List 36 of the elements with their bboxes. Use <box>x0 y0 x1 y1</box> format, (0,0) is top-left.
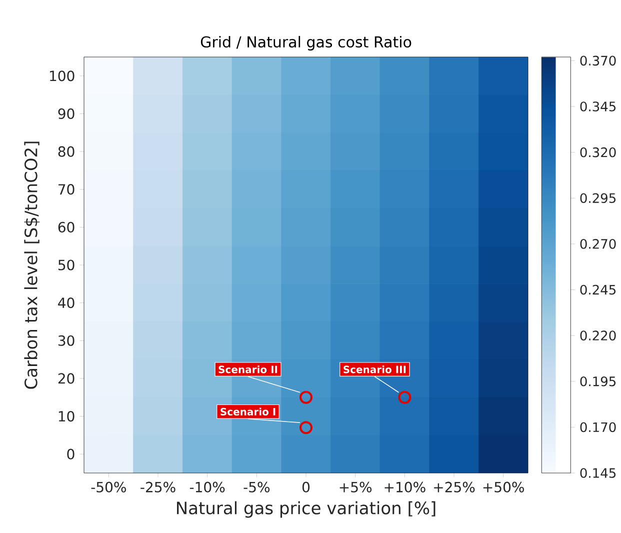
annotation: Scenario III <box>344 365 406 374</box>
x-axis-title: Natural gas price variation [%] <box>177 501 436 518</box>
annotation: Scenario II <box>218 365 278 374</box>
color-bar-label: 0.345 <box>580 102 616 112</box>
x-tick-label: -50% <box>91 482 126 492</box>
color-bar-label: 0.170 <box>580 422 616 432</box>
y-tick-label: 100 <box>50 70 74 82</box>
y-tick-label: 80 <box>58 146 74 157</box>
y-tick-label: 10 <box>58 410 74 422</box>
y-axis-title: Carbon tax level [S$/tonCO2] <box>24 142 40 389</box>
x-tick-label: -5% <box>244 482 270 492</box>
x-tick-label: -10% <box>190 482 225 492</box>
color-bar-label: 0.245 <box>580 284 616 295</box>
y-tick-label: 40 <box>58 298 74 308</box>
color-bar-label: 0.295 <box>580 193 616 204</box>
y-tick-label: 20 <box>58 373 74 384</box>
color-bar-label: 0.270 <box>580 239 616 249</box>
x-tick-label: +50% <box>483 482 524 492</box>
color-bar-label: 0.195 <box>580 376 616 386</box>
y-tick-label: 30 <box>58 335 74 346</box>
x-tick-label: 0 <box>302 482 310 492</box>
y-tick-label: 60 <box>58 222 74 232</box>
color-bar-label: 0.320 <box>580 147 616 158</box>
annotation: Scenario I <box>220 408 276 416</box>
y-tick-label: 0 <box>67 448 74 460</box>
x-tick-label: -25% <box>140 482 176 492</box>
color-bar-label: 0.370 <box>580 56 616 66</box>
color-bar-label: 0.220 <box>580 330 616 340</box>
x-tick-label: +10% <box>384 482 426 492</box>
color-bar-label: 0.145 <box>580 468 616 478</box>
y-tick-label: 90 <box>58 108 74 120</box>
x-tick-label: +25% <box>434 482 475 492</box>
chart-title: Grid / Natural gas cost Ratio <box>200 36 412 50</box>
y-tick-label: 70 <box>58 184 74 195</box>
y-tick-label: 50 <box>58 260 74 270</box>
x-tick-label: +5% <box>340 482 372 492</box>
